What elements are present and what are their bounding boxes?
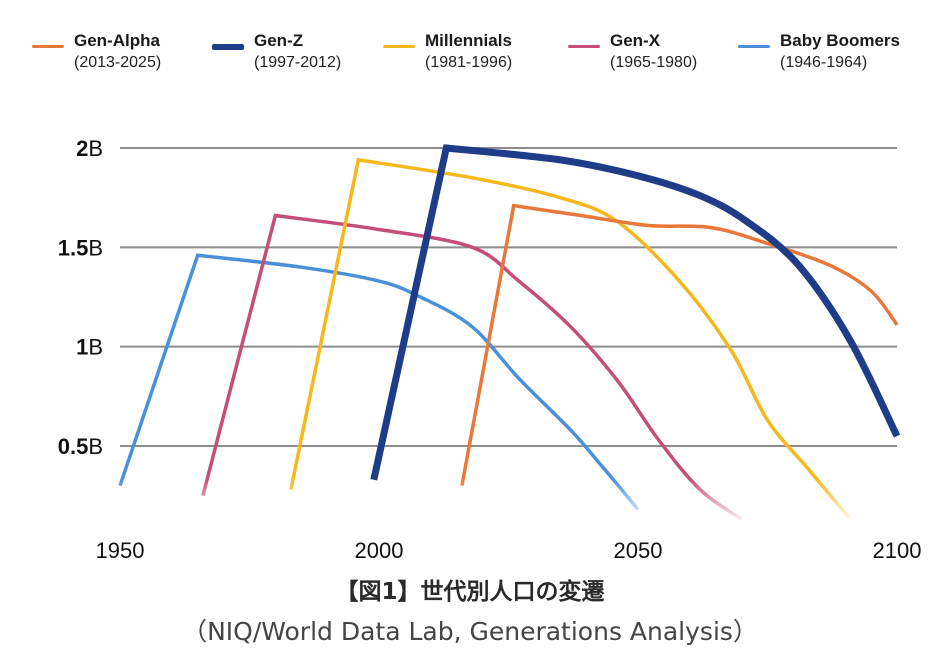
chart-subtitle: （NIQ/World Data Lab, Generations Analysi…: [182, 617, 758, 646]
y-tick-label: 1B: [76, 335, 103, 360]
x-tick-label: 1950: [96, 538, 145, 563]
legend-label: Gen-Z: [254, 31, 304, 50]
legend-range: (1946-1964): [780, 54, 868, 71]
legend-swatch: [32, 45, 64, 48]
legend-range: (1981-1996): [425, 54, 513, 71]
legend-range: (1997-2012): [254, 54, 342, 71]
series-group: [118, 144, 901, 521]
x-tick-label: 2000: [355, 538, 404, 563]
legend-label: Gen-X: [610, 31, 661, 50]
legend-label: Gen-Alpha: [74, 31, 160, 50]
series-line-baby-boomers: [118, 253, 640, 511]
series-line-gen-z: [370, 144, 901, 481]
x-axis-ticks: 1950 2000 2050 2100: [96, 538, 922, 563]
y-tick-label: 1.5B: [58, 235, 103, 260]
series-line-gen-x: [201, 213, 743, 521]
legend-swatch: [383, 45, 415, 48]
x-tick-label: 2050: [614, 538, 663, 563]
series-line-millennials: [289, 157, 852, 521]
legend-range: (2013-2025): [74, 54, 162, 71]
legend-swatch: [568, 45, 600, 48]
legend-label: Baby Boomers: [780, 31, 900, 50]
legend-range: (1965-1980): [610, 54, 698, 71]
y-axis-ticks: 0.5B 1B 1.5B 2B: [58, 136, 103, 459]
legend-swatch: [738, 45, 770, 48]
chart-legend: Gen-Alpha (2013-2025) Gen-Z (1997-2012) …: [0, 30, 940, 80]
series-line-gen-alpha: [460, 203, 899, 487]
grid: [119, 133, 898, 535]
legend-swatch: [212, 44, 244, 50]
legend-label: Millennials: [425, 31, 512, 50]
y-tick-label: 2B: [76, 136, 103, 161]
chart-title: 【図1】世代別人口の変遷: [335, 579, 605, 605]
y-tick-label: 0.5B: [58, 434, 103, 459]
x-tick-label: 2100: [873, 538, 922, 563]
